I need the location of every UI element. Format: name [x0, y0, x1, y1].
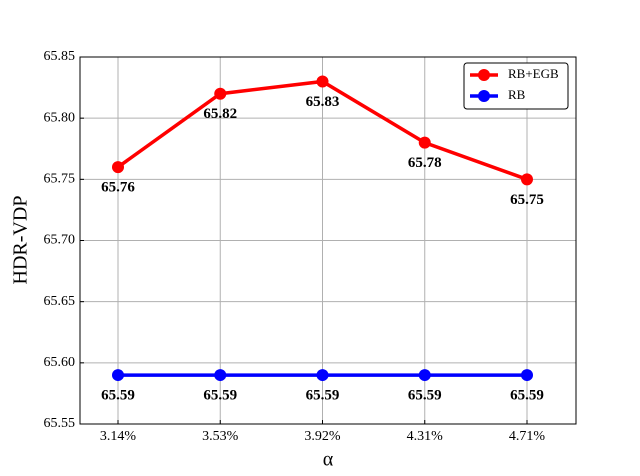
x-tick-label: 3.92% — [304, 429, 341, 444]
data-point — [316, 369, 329, 382]
legend-marker — [478, 69, 490, 81]
y-tick-label: 65.75 — [44, 172, 76, 187]
y-axis-label: HDR-VDP — [10, 196, 32, 285]
data-label: 65.83 — [306, 94, 340, 110]
legend-label: RB+EGB — [508, 66, 559, 81]
y-tick-label: 65.70 — [44, 233, 76, 248]
data-label: 65.59 — [101, 388, 135, 404]
data-label: 65.59 — [306, 388, 340, 404]
data-point — [418, 136, 431, 149]
data-label: 65.78 — [408, 155, 442, 171]
x-tick-label: 4.31% — [407, 429, 444, 444]
y-tick-label: 65.55 — [44, 416, 76, 431]
y-tick-label: 65.80 — [44, 110, 76, 125]
x-tick-label: 3.53% — [202, 429, 239, 444]
data-point — [316, 75, 329, 88]
data-point — [521, 173, 533, 186]
x-axis-label: α — [323, 449, 334, 471]
data-point — [214, 369, 227, 382]
y-tick-label: 65.65 — [44, 294, 76, 309]
data-point — [418, 369, 431, 382]
y-tick-label: 65.60 — [44, 355, 76, 370]
data-label: 65.59 — [203, 388, 237, 404]
data-label: 65.76 — [101, 180, 135, 196]
legend-marker — [478, 90, 490, 102]
data-label: 65.59 — [408, 388, 442, 404]
x-tick-label: 4.71% — [509, 429, 546, 444]
data-label: 65.75 — [510, 192, 544, 208]
data-point — [112, 161, 124, 174]
data-point — [521, 369, 533, 382]
data-point — [214, 87, 227, 100]
y-tick-label: 65.85 — [44, 49, 76, 64]
legend-label: RB — [508, 87, 526, 102]
data-label: 65.59 — [510, 388, 544, 404]
plot-frame — [79, 56, 577, 425]
x-tick-label: 3.14% — [100, 429, 137, 444]
data-label: 65.82 — [203, 106, 237, 122]
data-point — [112, 369, 124, 382]
